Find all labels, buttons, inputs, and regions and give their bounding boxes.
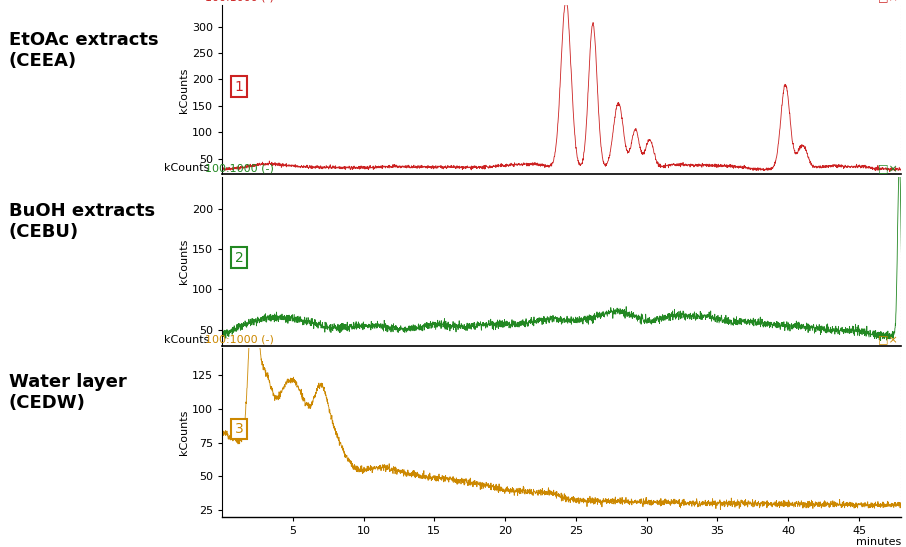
Text: 100:1000 (-): 100:1000 (-) bbox=[205, 164, 274, 173]
Text: EtOAc extracts
(CEEA): EtOAc extracts (CEEA) bbox=[9, 31, 159, 69]
Text: minutes: minutes bbox=[856, 537, 901, 547]
Text: kCounts: kCounts bbox=[164, 335, 209, 345]
Text: Water layer
(CEDW): Water layer (CEDW) bbox=[9, 373, 127, 412]
Text: 1: 1 bbox=[235, 80, 244, 94]
Text: □×: □× bbox=[878, 164, 898, 173]
Text: 100:1000 (-): 100:1000 (-) bbox=[205, 0, 274, 2]
Y-axis label: kCounts: kCounts bbox=[179, 238, 189, 284]
Y-axis label: kCounts: kCounts bbox=[179, 67, 189, 113]
Text: □×: □× bbox=[878, 0, 898, 2]
Text: 2: 2 bbox=[235, 251, 244, 265]
Text: BuOH extracts
(CEBU): BuOH extracts (CEBU) bbox=[9, 202, 155, 241]
Text: 3: 3 bbox=[235, 422, 244, 436]
Y-axis label: kCounts: kCounts bbox=[179, 410, 189, 455]
Text: □×: □× bbox=[878, 335, 898, 345]
Text: 100:1000 (-): 100:1000 (-) bbox=[205, 335, 274, 345]
Text: kCounts: kCounts bbox=[164, 164, 209, 173]
Text: kCounts: kCounts bbox=[164, 0, 209, 2]
